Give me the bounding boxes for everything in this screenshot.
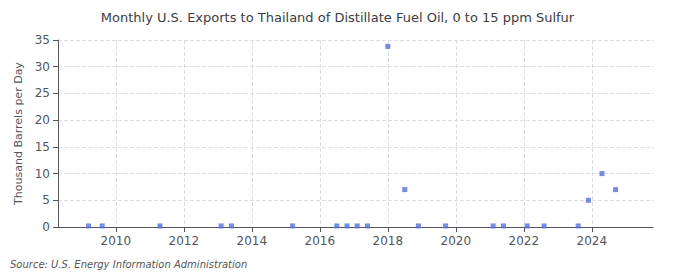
- svg-text:30: 30: [35, 60, 50, 74]
- svg-text:35: 35: [35, 33, 50, 47]
- svg-text:2010: 2010: [101, 234, 132, 248]
- svg-text:2024: 2024: [577, 234, 608, 248]
- svg-text:2012: 2012: [169, 234, 200, 248]
- svg-text:15: 15: [35, 140, 50, 154]
- svg-text:Source: U.S. Energy Informatio: Source: U.S. Energy Information Administ…: [10, 259, 247, 270]
- svg-text:2014: 2014: [237, 234, 268, 248]
- svg-text:2020: 2020: [441, 234, 472, 248]
- svg-text:5: 5: [42, 193, 50, 207]
- svg-text:2022: 2022: [509, 234, 540, 248]
- svg-text:2016: 2016: [305, 234, 336, 248]
- svg-text:10: 10: [35, 167, 50, 181]
- svg-text:Monthly U.S. Exports to Thaila: Monthly U.S. Exports to Thailand of Dist…: [101, 10, 575, 25]
- svg-text:25: 25: [35, 86, 50, 100]
- svg-text:Thousand Barrels per Day: Thousand Barrels per Day: [12, 62, 25, 206]
- svg-text:2018: 2018: [373, 234, 404, 248]
- svg-text:20: 20: [35, 113, 50, 127]
- svg-text:0: 0: [42, 220, 50, 234]
